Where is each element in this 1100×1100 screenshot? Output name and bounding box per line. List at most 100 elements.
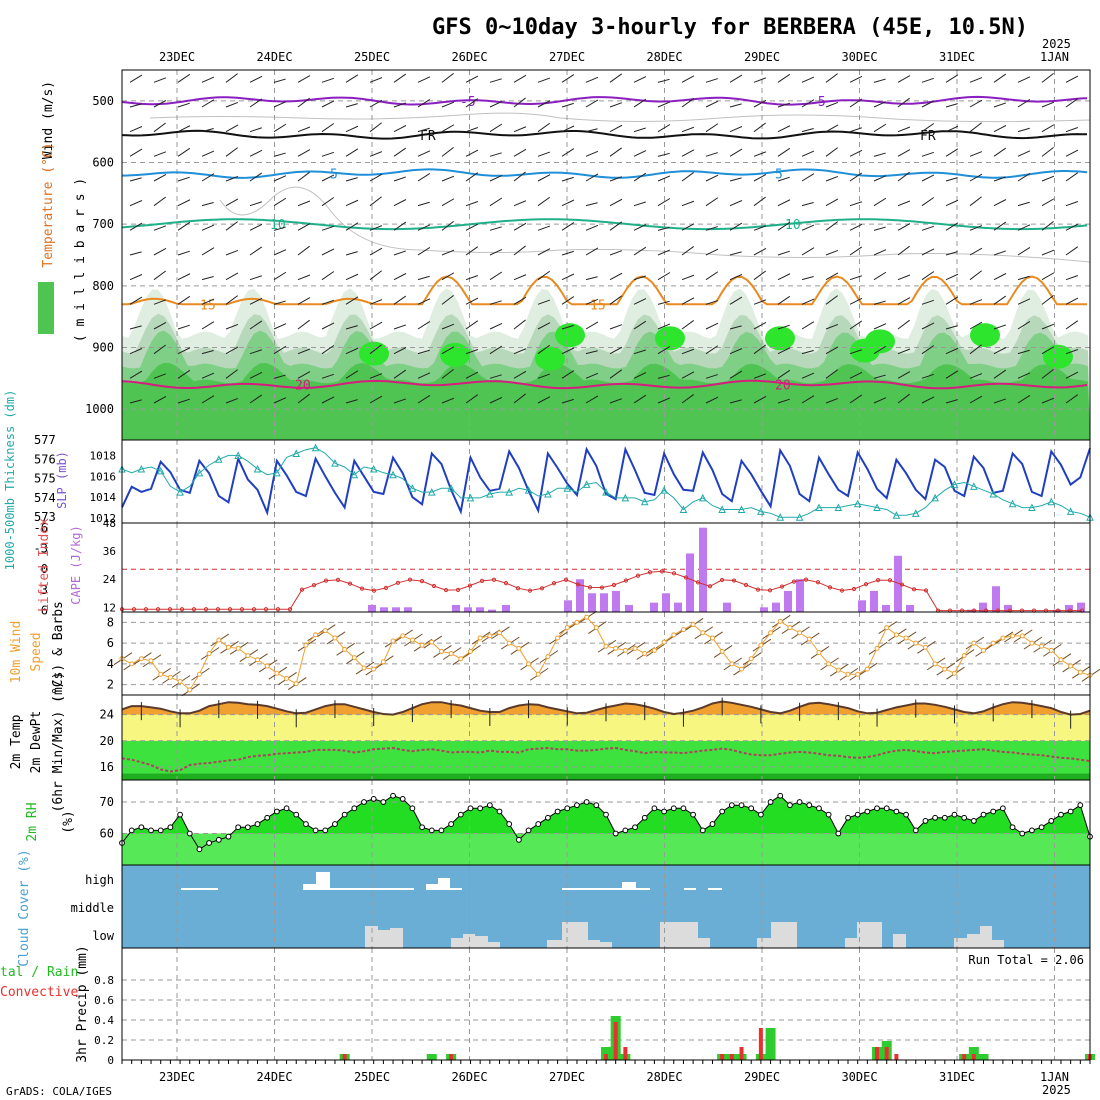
wind-speed-marker	[1058, 657, 1064, 663]
wind-barb	[537, 396, 551, 404]
wind-barb	[153, 151, 167, 157]
wind-barb	[321, 174, 335, 182]
wind-barb	[825, 147, 838, 157]
wind-barb	[777, 73, 791, 83]
wind-barb	[705, 152, 718, 157]
rh-contour-10	[219, 186, 1091, 263]
wind-barb	[1041, 346, 1055, 355]
wind-barb	[825, 295, 838, 305]
wind-barb	[225, 198, 239, 207]
top-date-axis: 23DEC 24DEC 25DEC 26DEC 27DEC 28DEC 29DEC 30DEC…	[159, 50, 1069, 64]
wind-barb	[177, 398, 190, 404]
wind-barb	[417, 372, 431, 379]
wind-barb	[465, 223, 479, 231]
cape-bar	[760, 607, 768, 612]
rh-marker	[748, 805, 755, 812]
li-marker	[131, 607, 137, 612]
wind-barb	[873, 101, 887, 108]
date-label-bottom: 24DEC	[256, 1070, 292, 1084]
rh-marker	[196, 846, 203, 853]
wind-barb	[825, 369, 838, 379]
wind-barb	[513, 393, 526, 404]
wind-barb	[369, 395, 383, 404]
wind-barb	[393, 102, 407, 108]
wind-barb	[657, 152, 670, 157]
rh-blob-90	[850, 338, 880, 363]
wind-barb	[321, 77, 334, 83]
rh-marker	[951, 811, 958, 818]
wind-barb	[705, 345, 719, 355]
wind-barb	[1041, 175, 1055, 182]
li-marker	[575, 582, 581, 587]
wind-barb	[945, 347, 959, 355]
temp-contour-label: -5	[810, 95, 826, 110]
wind-speed-marker	[835, 667, 841, 673]
cape-bar	[992, 586, 1000, 612]
wind-barb	[801, 247, 815, 256]
date-label-top: 25DEC	[354, 50, 390, 64]
wind-barb	[1041, 249, 1055, 256]
wind-barb	[249, 75, 263, 83]
date-label-bottom: 28DEC	[646, 1070, 682, 1084]
cloud-background	[122, 865, 1090, 948]
li-marker	[491, 577, 497, 582]
wind-barb	[417, 320, 431, 330]
wind-barb	[1065, 297, 1079, 305]
wind-barb	[225, 369, 238, 379]
wind-barb	[633, 298, 647, 305]
wind-barb	[993, 147, 1007, 157]
wind-speed-marker	[293, 681, 299, 687]
precip-total-bar	[765, 1028, 776, 1060]
rh-marker	[128, 827, 135, 834]
wind-speed-marker	[913, 640, 919, 646]
wind-speed-marker	[158, 671, 164, 677]
rh-marker	[961, 814, 968, 821]
rh-marker	[157, 827, 164, 834]
thickness-marker	[621, 493, 630, 502]
wind-barb	[657, 124, 671, 133]
precip-tick-label: 0.2	[94, 1034, 114, 1047]
wind-barb	[993, 176, 1007, 182]
wind-barb	[561, 250, 574, 256]
wind-barb	[825, 397, 839, 404]
wind-barb	[417, 394, 431, 404]
wind-barb	[777, 147, 791, 157]
li-marker	[683, 575, 689, 580]
thickness-marker	[853, 499, 862, 508]
cloud-high-bar	[450, 888, 462, 890]
wind-barb	[465, 75, 479, 83]
li-marker	[731, 578, 737, 583]
wind-speed-marker	[642, 651, 648, 656]
precip-convective-bar	[894, 1054, 899, 1060]
wind-barb	[537, 373, 551, 379]
wind-barb	[177, 369, 191, 379]
wind-speed-marker	[574, 619, 580, 625]
wind-speed-marker	[313, 632, 319, 638]
wind-barb	[177, 273, 191, 281]
rh-marker	[651, 805, 658, 812]
wind-barb	[753, 225, 767, 231]
wind-barb	[585, 247, 599, 256]
wind-barb	[177, 176, 190, 182]
li-marker	[563, 577, 569, 582]
wind-barb	[201, 128, 214, 133]
temp-contour-label: 15	[590, 298, 606, 313]
thickness-marker	[679, 505, 688, 513]
wind-barb	[441, 72, 454, 83]
wind-speed-marker	[680, 627, 686, 633]
rh-marker	[690, 811, 697, 818]
date-label-bottom: 31DEC	[939, 1070, 975, 1084]
thickness-marker	[970, 482, 978, 490]
rh-marker	[680, 805, 687, 812]
wind-barb	[1017, 224, 1031, 231]
wind-barb	[201, 276, 214, 281]
wind-barb	[225, 175, 239, 182]
bottom-date-axis: 23DEC 24DEC 25DEC 26DEC 27DEC 28DEC 29DEC 30DEC…	[121, 1060, 1091, 1084]
wind-speed-marker	[961, 653, 967, 659]
cape-bar	[1077, 602, 1085, 612]
wind-barb	[1041, 294, 1054, 305]
wind-barb	[777, 347, 791, 355]
wind-barb	[369, 344, 382, 355]
li-marker	[659, 569, 665, 574]
precip-tick-label: 0.6	[94, 994, 114, 1007]
